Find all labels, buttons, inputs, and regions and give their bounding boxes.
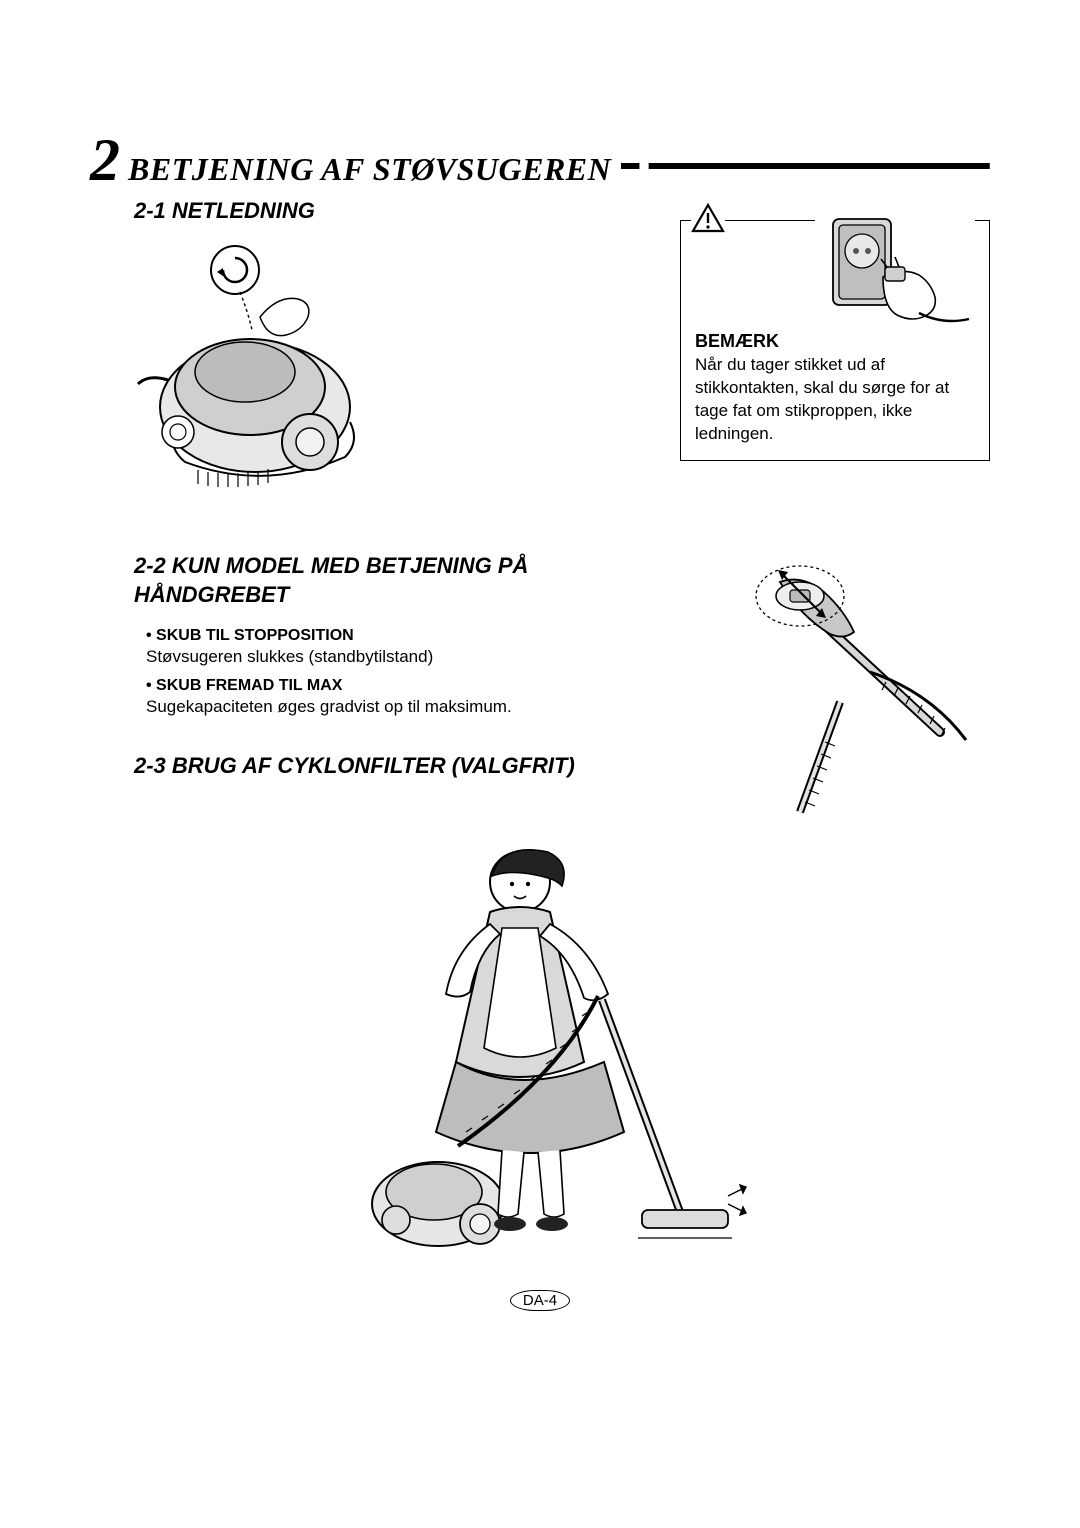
chapter-title: BETJENING AF STØVSUGEREN <box>128 151 611 188</box>
section-2-1-heading: 2-1 NETLEDNING <box>134 198 640 224</box>
person-vacuuming-illustration <box>330 832 750 1272</box>
section-2-2-bullets: • SKUB TIL STOPPOSITION Støvsugeren sluk… <box>146 627 670 717</box>
section-2-1-row: 2-1 NETLEDNING <box>90 198 990 512</box>
page-number-label: DA-4 <box>510 1290 570 1311</box>
section-2-2-heading: 2-2 KUN MODEL MED BETJENING PÅ HÅNDGREBE… <box>134 552 670 609</box>
page-number: DA-4 <box>90 1290 990 1311</box>
bullet-2-head: • SKUB FREMAD TIL MAX <box>146 677 670 695</box>
header-rule <box>621 157 990 163</box>
section-2-2-row: 2-2 KUN MODEL MED BETJENING PÅ HÅNDGREBE… <box>90 552 990 832</box>
chapter-header: 2 BETJENING AF STØVSUGEREN <box>90 130 990 190</box>
chapter-number: 2 <box>90 130 120 190</box>
section-2-3-heading: 2-3 BRUG AF CYKLONFILTER (VALGFRIT) <box>134 753 670 779</box>
manual-page: 2 BETJENING AF STØVSUGEREN 2-1 NETLEDNIN… <box>0 0 1080 1371</box>
bullet-1-body: Støvsugeren slukkes (standbytilstand) <box>146 647 670 667</box>
warning-icon <box>691 203 725 233</box>
note-body: Når du tager stikket ud af stikkontakten… <box>695 354 975 446</box>
note-box: BEMÆRK Når du tager stikket ud af stikko… <box>680 220 990 461</box>
plug-illustration <box>815 211 975 341</box>
bullet-2-body: Sugekapaciteten øges gradvist op til mak… <box>146 697 670 717</box>
bullet-1-head: • SKUB TIL STOPPOSITION <box>146 627 670 645</box>
vacuum-cord-illustration <box>120 232 400 512</box>
handle-control-illustration <box>690 552 970 832</box>
